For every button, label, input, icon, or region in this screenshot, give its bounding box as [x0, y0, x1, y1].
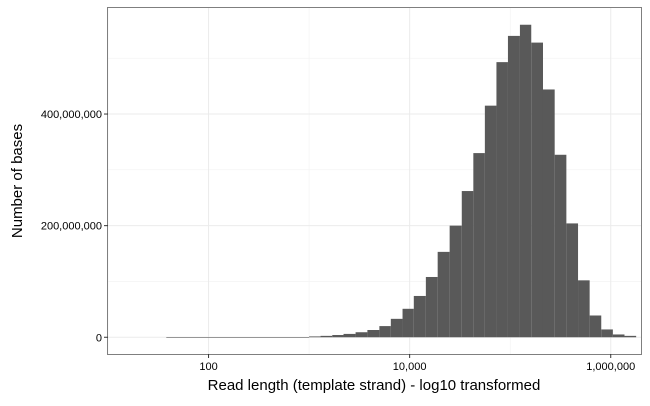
- histogram-bar: [589, 315, 602, 338]
- histogram-bar: [437, 251, 450, 338]
- histogram-bar: [332, 335, 344, 338]
- y-tick-label: 400,000,000: [41, 109, 102, 121]
- histogram-bar: [166, 337, 310, 338]
- histogram-bar: [390, 318, 403, 338]
- histogram-bar: [309, 336, 321, 338]
- histogram-bar: [367, 330, 380, 338]
- histogram-bar: [461, 191, 474, 338]
- histogram-bar: [496, 62, 508, 338]
- y-tick-label: 0: [96, 332, 102, 344]
- y-tick-label: 200,000,000: [41, 221, 102, 233]
- x-tick-label: 100: [199, 361, 217, 373]
- histogram-bar: [449, 225, 462, 338]
- histogram-bar: [578, 280, 590, 338]
- histogram-bar: [355, 332, 368, 338]
- histogram-bar: [531, 42, 543, 338]
- histogram-bar: [473, 153, 485, 338]
- histogram-bar: [413, 295, 426, 338]
- histogram-bar: [601, 329, 613, 338]
- histogram-bar: [320, 335, 333, 338]
- histogram-bar: [519, 24, 532, 338]
- histogram-bar: [554, 154, 567, 338]
- x-axis-title: Read length (template strand) - log10 tr…: [208, 377, 541, 394]
- plot-panel-border: [107, 7, 642, 355]
- histogram-bar: [343, 333, 356, 338]
- histogram-bar: [507, 35, 520, 338]
- histogram-bar: [402, 308, 414, 338]
- histogram-bar: [425, 276, 438, 338]
- histogram-bar: [484, 105, 497, 338]
- histogram-bar: [566, 223, 579, 338]
- histogram-bar: [542, 89, 555, 338]
- x-tick-label: 10,000: [393, 361, 427, 373]
- histogram-bar: [612, 334, 625, 338]
- histogram-bar: [624, 335, 637, 338]
- ticks-layer: 100 10,000 1,000,000 0 200,000,000 400,000,00…: [41, 109, 635, 373]
- bars-layer: [166, 24, 637, 338]
- y-axis-title: Number of bases: [9, 124, 26, 238]
- histogram-bar: [379, 326, 391, 338]
- x-tick-label: 1,000,000: [586, 361, 635, 373]
